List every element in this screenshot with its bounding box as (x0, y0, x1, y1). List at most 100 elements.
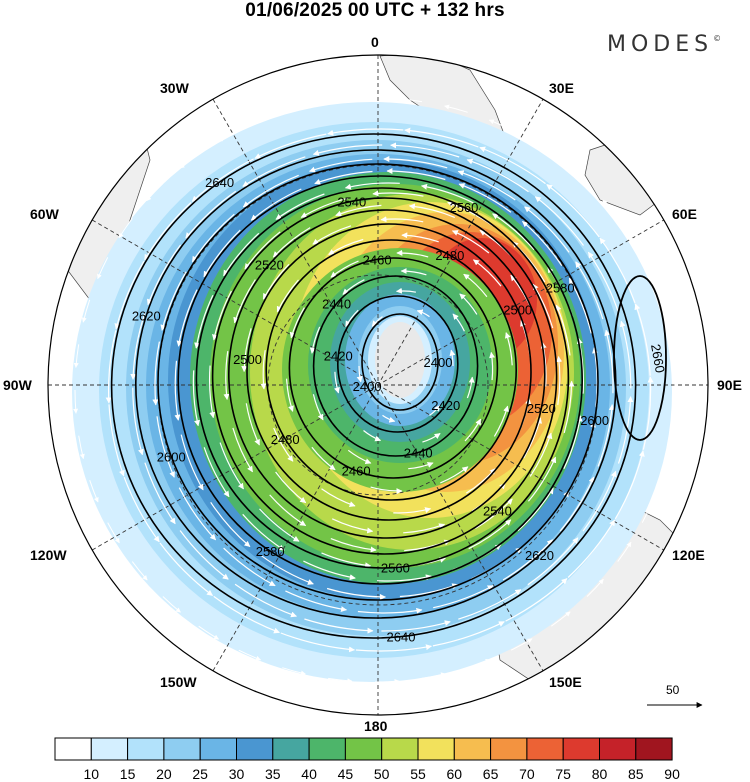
stream-arrow-outer (397, 96, 422, 103)
colorbar-swatch (453, 737, 492, 761)
stream-arrow (260, 350, 267, 390)
stream-arrow (311, 446, 336, 471)
stream-arrow (524, 206, 570, 253)
stream-arrow (244, 231, 281, 270)
stream-arrow (242, 513, 285, 551)
stream-arrow-outer (198, 625, 220, 640)
stream-arrow-outer (73, 344, 80, 368)
contour-label-2620: 2620 (525, 548, 554, 563)
contour-label-2440: 2440 (404, 446, 433, 461)
stream-arrow (223, 547, 276, 587)
stream-arrow (269, 494, 307, 527)
stream-arrow (285, 590, 347, 612)
stream-arrow-outer (641, 500, 653, 523)
contour-label-2640: 2640 (205, 175, 234, 190)
stream-arrow (345, 309, 359, 328)
colorbar-swatch (599, 737, 637, 761)
stream-arrow (473, 259, 502, 287)
stream-arrow (382, 414, 396, 423)
stream-arrow (522, 220, 563, 267)
stream-arrow-outer (444, 104, 468, 113)
contour-label-2420: 2420 (324, 349, 353, 364)
stream-arrow (223, 232, 260, 277)
stream-arrow (241, 328, 252, 373)
contour-label-2560: 2560 (449, 200, 478, 215)
colorbar-swatch (236, 737, 274, 761)
colorbar-swatch (127, 737, 165, 761)
stream-arrow (393, 507, 432, 514)
stream-arrow (280, 632, 355, 653)
stream-arrow (356, 365, 363, 383)
stream-arrow (334, 371, 340, 394)
stream-arrow (144, 202, 192, 261)
brand-name: MODES (607, 32, 714, 57)
stream-arrow-outer (374, 678, 400, 684)
stream-arrow-outer (179, 153, 199, 169)
stream-arrow (233, 279, 256, 324)
contour-2480 (265, 239, 518, 501)
colorbar (54, 737, 673, 761)
stream-arrow (556, 356, 563, 405)
stream-arrow (457, 170, 516, 201)
stream-arrow (355, 644, 432, 652)
stream-arrow (130, 312, 146, 380)
stream-arrow-outer (488, 119, 512, 131)
stream-arrow (245, 403, 260, 446)
stream-arrow (582, 470, 617, 532)
stream-arrow (383, 155, 448, 169)
stream-arrow (493, 405, 510, 437)
stream-arrow (191, 213, 235, 263)
colorbar-label: 65 (482, 766, 499, 782)
stream-arrow-outer (569, 167, 588, 184)
stream-arrow (475, 498, 513, 529)
contour-2600 (157, 163, 599, 601)
lon-label-120w: 120W (30, 547, 67, 563)
stream-arrow (132, 387, 144, 456)
stream-arrow-outer (107, 522, 120, 544)
stream-arrow (529, 432, 553, 477)
lon-label-150e: 150E (549, 674, 582, 690)
colorbar-swatch (381, 737, 419, 761)
stream-arrow (396, 287, 417, 294)
colorbar-swatch (562, 737, 601, 761)
stream-arrow (466, 158, 529, 193)
stream-arrow (523, 417, 543, 459)
contour-2440 (312, 275, 479, 457)
colorbar-label: 30 (228, 766, 245, 782)
stream-arrow (527, 456, 557, 502)
lon-label-120e: 120E (672, 547, 705, 563)
graticule (48, 55, 708, 715)
stream-arrow (213, 595, 280, 634)
contour-label-2480: 2480 (271, 432, 300, 447)
stream-arrow (381, 620, 451, 632)
stream-arrow (342, 279, 365, 295)
stream-arrow-outer (259, 111, 283, 122)
colorbar-swatch (490, 737, 528, 761)
stream-arrow (152, 341, 160, 406)
stream-arrow (312, 225, 352, 245)
stream-arrow (314, 170, 373, 185)
stream-arrow-outer (118, 218, 133, 239)
colorbar-label: 35 (265, 766, 281, 782)
stream-arrow-outer (282, 667, 306, 676)
stream-arrow (429, 405, 441, 416)
stream-arrow (492, 213, 535, 251)
stream-arrow-outer (510, 638, 533, 651)
stream-arrow (273, 427, 294, 462)
colorbar-swatch (526, 737, 564, 761)
stream-arrow (176, 289, 198, 347)
colorbar-label: 50 (373, 766, 390, 782)
stream-arrow (272, 227, 311, 258)
lon-label-30w: 30W (160, 80, 189, 96)
stream-arrow (386, 168, 446, 181)
stream-arrow (242, 156, 306, 187)
stream-arrow (597, 404, 615, 467)
stream-arrow (403, 523, 446, 534)
stream-arrow (408, 462, 434, 470)
colorbar-swatch (163, 737, 201, 761)
colorbar-label: 90 (664, 766, 680, 782)
colorbar-label: 80 (591, 766, 608, 782)
stream-arrow (432, 621, 505, 647)
lon-label-90w: 90W (3, 377, 32, 393)
